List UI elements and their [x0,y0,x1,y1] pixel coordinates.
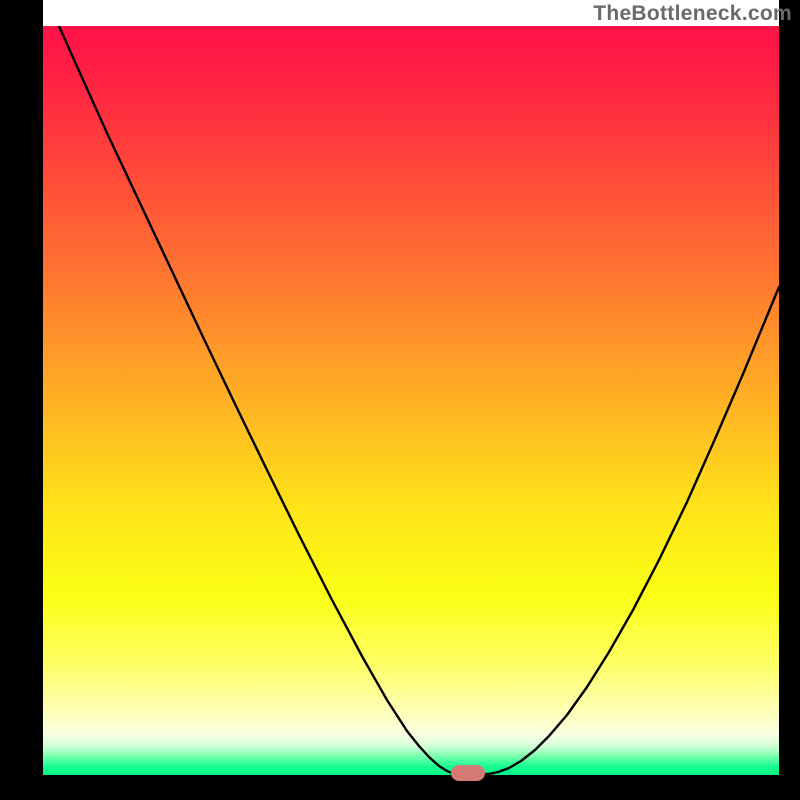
optimum-marker [451,765,485,781]
watermark-text: TheBottleneck.com [593,2,792,26]
bottleneck-chart: TheBottleneck.com [0,0,800,800]
frame-left [0,0,43,800]
plot-area [43,26,779,775]
frame-bottom [0,775,800,800]
bottleneck-curve [43,26,779,775]
curve-path [59,26,779,775]
frame-right [779,0,800,800]
